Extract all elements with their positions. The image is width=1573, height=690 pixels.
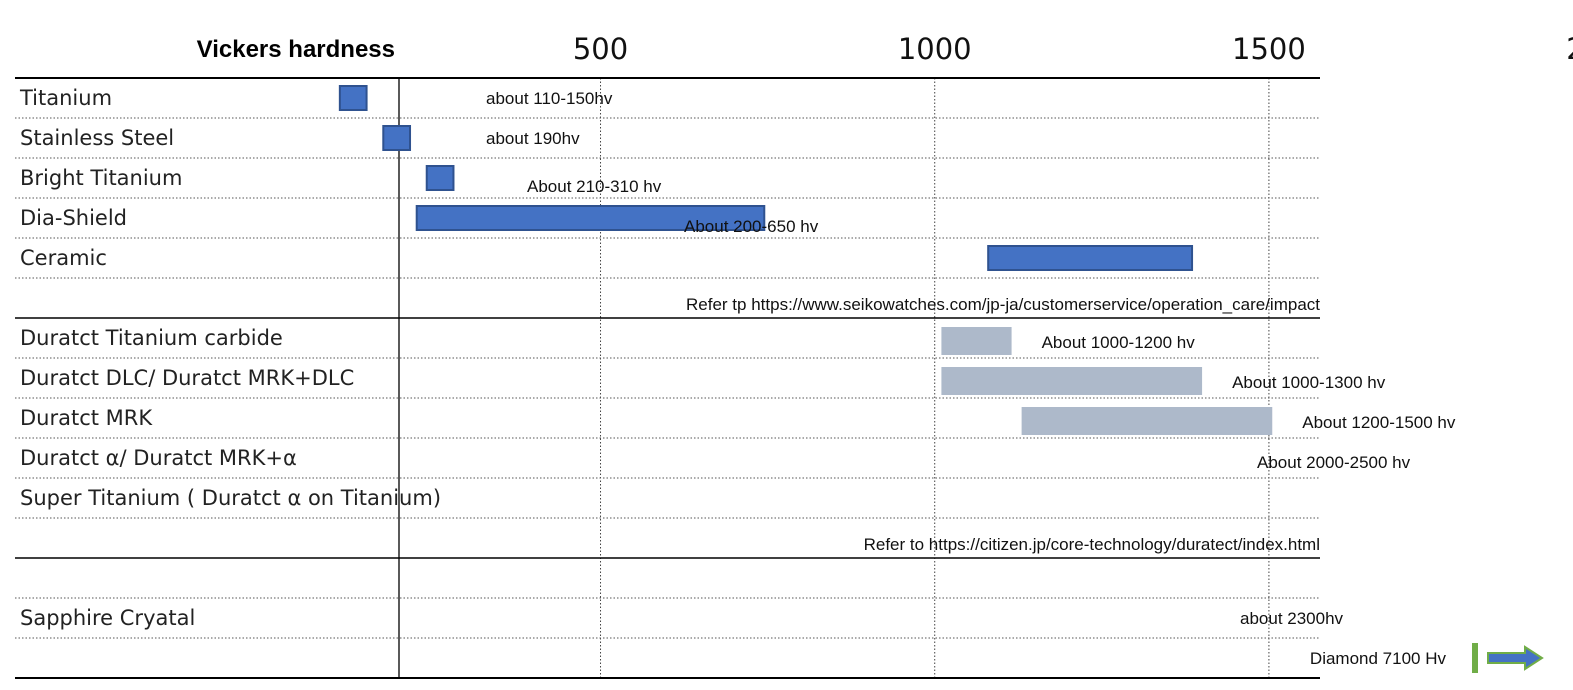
data-label: About 1200-1500 hv — [1302, 413, 1456, 432]
row-label: Duratct MRK — [20, 406, 153, 430]
x-tick-label: 2000 — [1566, 32, 1573, 66]
range-bar — [382, 125, 412, 151]
range-bar — [1021, 407, 1273, 435]
data-label: About 1000-1200 hv — [1042, 333, 1196, 352]
source-note: Refer to https://citizen.jp/core-technol… — [864, 535, 1320, 554]
x-tick-label: 1000 — [898, 32, 972, 66]
row-label: Super Titanium ( Duratct α on Titanium) — [20, 486, 441, 510]
range-bar — [941, 367, 1203, 395]
data-label: About 200-650 hv — [684, 217, 819, 236]
chart-title: Vickers hardness — [197, 36, 395, 63]
row-label: Stainless Steel — [20, 126, 174, 150]
data-label: about 110-150hv — [486, 89, 613, 108]
row-label: Duratct DLC/ Duratct MRK+DLC — [20, 366, 354, 390]
diamond-marker — [1472, 643, 1478, 673]
data-label: about 190hv — [486, 129, 580, 148]
data-label: About 2000-2500 hv — [1257, 453, 1411, 472]
row-label: Duratct Titanium carbide — [20, 326, 283, 350]
row-label: Duratct α/ Duratct MRK+α — [20, 446, 297, 470]
x-tick-label: 500 — [573, 32, 628, 66]
diamond-arrow — [1487, 645, 1544, 671]
data-label: About 210-310 hv — [527, 177, 662, 196]
row-label: Sapphire Cryatal — [20, 606, 195, 630]
source-note: Refer tp https://www.seikowatches.com/jp… — [686, 295, 1320, 314]
row-label: Titanium — [19, 86, 112, 110]
diamond-note: Diamond 7100 Hv — [1310, 649, 1447, 668]
range-bar — [987, 245, 1194, 271]
row-label: Ceramic — [20, 246, 107, 270]
range-bar — [415, 205, 766, 231]
range-bar — [338, 85, 368, 111]
data-label: About 1000-1300 hv — [1232, 373, 1386, 392]
x-tick-label: 1500 — [1232, 32, 1306, 66]
row-label: Bright Titanium — [20, 166, 182, 190]
data-label: about 2300hv — [1240, 609, 1344, 628]
range-bar — [941, 327, 1012, 355]
row-label: Dia-Shield — [20, 206, 127, 230]
range-bar — [425, 165, 455, 191]
